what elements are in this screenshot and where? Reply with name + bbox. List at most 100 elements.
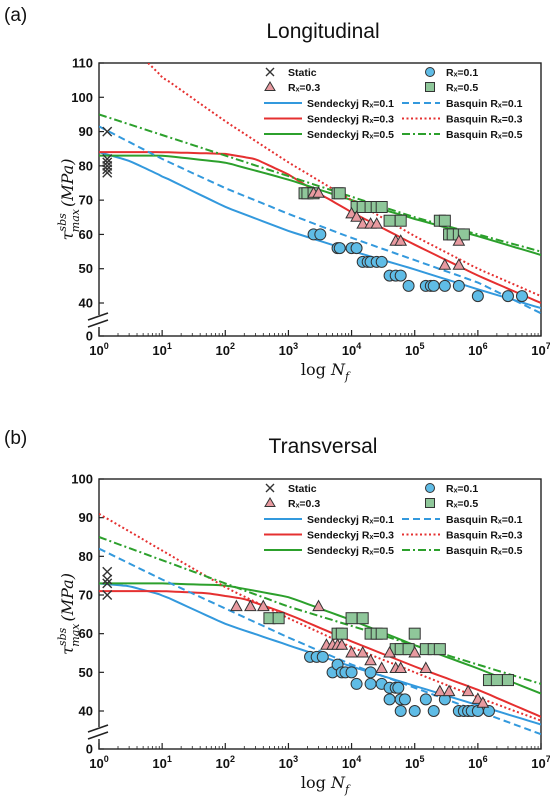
r03-point bbox=[312, 186, 325, 198]
r03-point bbox=[383, 645, 396, 658]
legend-r01-label: Rₓ=0.1 bbox=[446, 483, 478, 495]
r01-point bbox=[350, 677, 363, 690]
r01-point bbox=[427, 705, 440, 717]
panel-b-label: (b) bbox=[4, 428, 27, 449]
legend-static-marker bbox=[265, 67, 275, 77]
r03-point bbox=[244, 599, 257, 612]
r01-point bbox=[408, 705, 421, 717]
r03-point bbox=[419, 661, 433, 673]
y-tick-label: 50 bbox=[79, 665, 93, 680]
r05-point bbox=[501, 674, 514, 687]
r01-point bbox=[394, 269, 407, 282]
y-tick-label: 70 bbox=[79, 588, 93, 603]
x-tick-label: 104 bbox=[342, 754, 361, 771]
panel-a-label: (a) bbox=[4, 5, 27, 26]
legend-r05-marker bbox=[425, 498, 435, 508]
legend-basquin03-label: Basquin Rₓ=0.3 bbox=[446, 530, 523, 542]
x-tick-label: 100 bbox=[89, 341, 108, 358]
axis-break-mark bbox=[87, 731, 109, 740]
r03-point bbox=[408, 645, 422, 658]
r03-point bbox=[312, 599, 325, 612]
axis-break-mark bbox=[87, 312, 109, 321]
x-tick-label: 104 bbox=[342, 341, 361, 358]
legend-r03-label: Rₓ=0.3 bbox=[288, 82, 320, 94]
y-axis-label: τsbsmax(MPa) bbox=[56, 573, 82, 655]
r05-point bbox=[433, 643, 446, 656]
panel-a-plot: 0 40 50 60 70 80 90 100 110 100 101 102 103 104 105 106… bbox=[56, 56, 550, 384]
r03-point bbox=[370, 217, 384, 229]
legend-r05-label: Rₓ=0.5 bbox=[446, 498, 478, 510]
legend-sendeckyj03-label: Sendeckyj Rₓ=0.3 bbox=[307, 114, 394, 126]
y-tick-label: 50 bbox=[79, 261, 93, 276]
x-axis-label: log Nf bbox=[301, 773, 351, 796]
y-tick-label: 110 bbox=[72, 56, 93, 71]
r03-point bbox=[394, 661, 408, 673]
y-tick-label: 60 bbox=[79, 626, 93, 641]
r03-point bbox=[356, 217, 370, 229]
legend-sendeckyj03-label: Sendeckyj Rₓ=0.3 bbox=[307, 530, 394, 542]
legend-r03-label: Rₓ=0.3 bbox=[288, 498, 320, 510]
r03-point bbox=[345, 645, 358, 658]
r03-point bbox=[442, 684, 456, 697]
r05-point bbox=[333, 187, 346, 200]
x-tick-label: 105 bbox=[405, 341, 424, 358]
r01-point bbox=[482, 705, 495, 717]
sendeckyj01-curve bbox=[99, 582, 541, 726]
axis-break-mark bbox=[87, 319, 109, 328]
legend-r03-marker bbox=[264, 497, 276, 507]
r05-point bbox=[375, 201, 388, 213]
static-marker bbox=[102, 574, 113, 585]
legend-r01-marker bbox=[425, 67, 435, 77]
r01-point bbox=[398, 693, 411, 706]
x-axis-label: log Nf bbox=[301, 360, 351, 383]
r01-point bbox=[471, 290, 484, 303]
y-axis-label: τsbsmax(MPa) bbox=[56, 159, 82, 241]
basquin01-curve bbox=[99, 125, 541, 315]
y-tick-label: 100 bbox=[71, 90, 93, 105]
legend-static-label: Static bbox=[288, 483, 317, 495]
legend-basquin05-label: Basquin Rₓ=0.5 bbox=[446, 545, 523, 557]
legend-sendeckyj05-label: Sendeckyj Rₓ=0.5 bbox=[307, 545, 394, 557]
r01-point bbox=[501, 290, 514, 303]
r01-point bbox=[394, 705, 407, 717]
static-marker bbox=[102, 590, 113, 600]
legend-static-marker bbox=[265, 483, 275, 493]
r03-point bbox=[256, 599, 270, 612]
panel-a-title: Longitudinal bbox=[266, 20, 379, 43]
r05-point bbox=[272, 612, 285, 625]
r03-point bbox=[364, 653, 377, 666]
sendeckyj03-curve bbox=[99, 151, 541, 304]
basquin03-curve bbox=[147, 63, 541, 298]
r01-point bbox=[427, 279, 440, 292]
legend-basquin01-label: Basquin Rₓ=0.1 bbox=[446, 514, 523, 526]
r05-point bbox=[375, 627, 388, 640]
r03-point bbox=[433, 684, 447, 697]
r01-point bbox=[515, 290, 528, 303]
x-tick-label: 103 bbox=[279, 341, 298, 358]
r05-point bbox=[438, 214, 451, 227]
r01-point bbox=[438, 279, 451, 292]
x-tick-label: 106 bbox=[468, 754, 487, 771]
y-tick-label: 90 bbox=[79, 124, 93, 139]
static-marker bbox=[102, 164, 113, 175]
legend-basquin01-label: Basquin Rₓ=0.1 bbox=[446, 98, 523, 110]
basquin05-curve bbox=[99, 536, 541, 685]
legend-r05-label: Rₓ=0.5 bbox=[446, 82, 478, 94]
r01-point bbox=[350, 242, 363, 255]
r03-point bbox=[452, 258, 466, 270]
r03-point bbox=[335, 638, 349, 650]
legend-sendeckyj05-label: Sendeckyj Rₓ=0.5 bbox=[307, 129, 394, 141]
r01-point bbox=[402, 279, 415, 292]
r03-point bbox=[375, 661, 389, 673]
r01-point bbox=[345, 666, 358, 679]
y-tick-label: 100 bbox=[71, 472, 93, 487]
legend-r01-label: Rₓ=0.1 bbox=[446, 67, 478, 79]
static-marker bbox=[102, 566, 113, 577]
r03-point bbox=[350, 210, 363, 222]
x-tick-label: 107 bbox=[531, 341, 550, 358]
legend-basquin03-label: Basquin Rₓ=0.3 bbox=[446, 114, 523, 126]
x-tick-label: 102 bbox=[216, 341, 235, 358]
r01-point bbox=[392, 681, 405, 694]
y-tick-label: 0 bbox=[86, 742, 93, 757]
